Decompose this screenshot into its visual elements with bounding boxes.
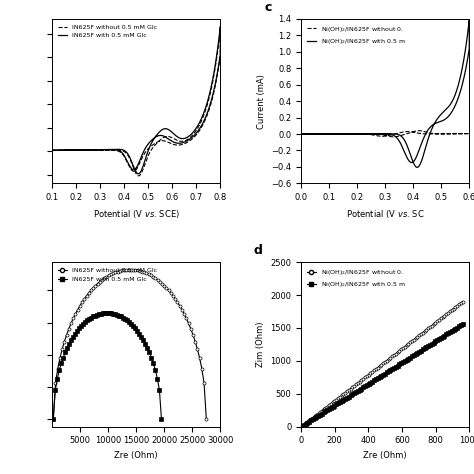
Legend: Ni(OH)$_2$/IN625F without 0., Ni(OH)$_2$/IN625F with 0.5 m: Ni(OH)$_2$/IN625F without 0., Ni(OH)$_2$… xyxy=(304,22,408,48)
Legend: IN625F without 0.5 mM Glc, IN625F with 0.5 mM Glc: IN625F without 0.5 mM Glc, IN625F with 0… xyxy=(55,265,160,284)
Text: d: d xyxy=(254,244,263,257)
Text: c: c xyxy=(264,1,272,14)
X-axis label: Zre (Ohm): Zre (Ohm) xyxy=(114,451,158,460)
Legend: IN625F without 0.5 mM Glc, IN625F with 0.5 mM Glc: IN625F without 0.5 mM Glc, IN625F with 0… xyxy=(55,22,160,41)
X-axis label: Potential (V $vs$. SC: Potential (V $vs$. SC xyxy=(346,208,425,219)
X-axis label: Zre (Ohm): Zre (Ohm) xyxy=(364,451,407,460)
Y-axis label: Current (mA): Current (mA) xyxy=(256,74,265,128)
Legend: Ni(OH)$_2$/IN625F without 0., Ni(OH)$_2$/IN625F with 0.5 m: Ni(OH)$_2$/IN625F without 0., Ni(OH)$_2$… xyxy=(304,265,408,292)
Y-axis label: Zim (Ohm): Zim (Ohm) xyxy=(256,322,265,367)
X-axis label: Potential (V $vs$. SCE): Potential (V $vs$. SCE) xyxy=(93,208,180,219)
